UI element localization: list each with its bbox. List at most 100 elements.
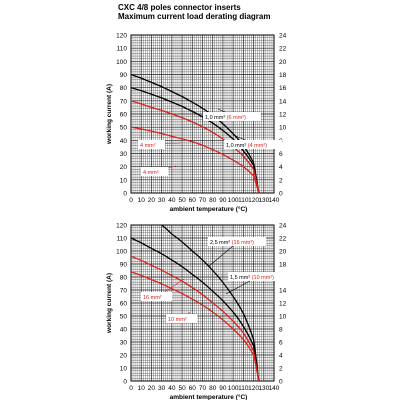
- series-label-text: 4 mm²: [140, 143, 156, 149]
- y-tick-label-left: 60: [120, 301, 128, 308]
- x-tick-label: 20: [148, 197, 156, 204]
- y-tick-label-right: 18: [279, 72, 287, 79]
- series-label-text: 10 mm²: [168, 317, 187, 323]
- y-tick-label-left: 0: [123, 191, 127, 198]
- x-tick-label: 10: [138, 197, 146, 204]
- y-tick-label-right: 18: [279, 262, 287, 269]
- plot-frame: [130, 34, 275, 194]
- y-tick-label-right: 14: [279, 98, 287, 105]
- y-axis-title: working current (A): [106, 273, 113, 334]
- series-label-0: 1,0 mm² (6 mm²): [203, 108, 261, 121]
- y-tick-label-right: 22: [279, 236, 287, 243]
- x-tick-label: 60: [189, 197, 197, 204]
- x-tick-label: 30: [158, 385, 166, 392]
- x-tick-label: 120: [248, 385, 259, 392]
- x-tick-label: 70: [199, 385, 207, 392]
- series-label-text: 1,0 mm² (4 mm²): [226, 143, 267, 149]
- series-label-text: 2,5 mm² (16 mm²): [210, 240, 254, 246]
- y-tick-label-left: 20: [120, 353, 128, 360]
- series-label-paren: (6 mm²): [225, 115, 246, 121]
- y-tick-label-right: 20: [279, 59, 287, 66]
- page-title: CXC 4/8 poles connector inserts: [118, 3, 241, 12]
- series-label-main: 2,5 mm²: [210, 240, 230, 246]
- y-tick-label-left: 50: [120, 125, 128, 132]
- y-tick-label-right: 22: [279, 46, 287, 53]
- x-tick-label: 130: [258, 385, 269, 392]
- x-tick-label: 140: [269, 197, 280, 204]
- series-curve-0: [161, 224, 260, 382]
- y-tick-label-left: 70: [120, 288, 128, 295]
- x-tick-label: 40: [168, 197, 176, 204]
- y-tick-label-right: 2: [279, 177, 283, 184]
- y-tick-label-right: 0: [279, 191, 283, 198]
- x-tick-label: 50: [178, 385, 186, 392]
- series-label-paren: (10 mm²): [250, 275, 274, 281]
- y-tick-label-left: 20: [120, 164, 128, 171]
- series-curve-3: [130, 126, 260, 194]
- series-label-main: 16 mm²: [143, 295, 162, 301]
- x-tick-label: 50: [178, 197, 186, 204]
- x-tick-label: 100: [228, 385, 239, 392]
- y-tick-label-right: 6: [279, 340, 283, 347]
- label-background: [138, 140, 165, 149]
- y-tick-label-right: 4: [279, 164, 283, 171]
- series-curve-3: [130, 271, 260, 382]
- series-label-1: 1,0 mm² (4 mm²): [224, 134, 282, 149]
- x-tick-label: 90: [219, 385, 227, 392]
- y-tick-label-left: 40: [120, 327, 128, 334]
- y-tick-label-left: 120: [116, 33, 127, 40]
- series-label-2: 16 mm²: [141, 278, 185, 301]
- x-tick-label: 70: [199, 197, 207, 204]
- label-background: [141, 292, 173, 301]
- y-tick-label-right: 14: [279, 288, 287, 295]
- y-tick-label-left: 100: [116, 249, 127, 256]
- y-tick-label-left: 90: [120, 72, 128, 79]
- series-label-paren: (16 mm²): [230, 240, 254, 246]
- series-label-text: 16 mm²: [143, 295, 162, 301]
- series-label-paren: (4 mm²): [246, 143, 267, 149]
- y-tick-label-left: 40: [120, 138, 128, 145]
- x-tick-label: 30: [158, 197, 166, 204]
- x-tick-label: 80: [209, 385, 217, 392]
- y-tick-label-left: 110: [117, 46, 128, 53]
- label-background: [224, 140, 282, 149]
- series-label-text: 1,0 mm² (6 mm²): [205, 115, 246, 121]
- x-tick-label: 140: [269, 385, 280, 392]
- x-tick-label: 80: [209, 197, 217, 204]
- y-tick-label-left: 60: [120, 112, 128, 119]
- series-label-1: 1,5 mm² (10 mm²): [225, 272, 286, 295]
- series-label-main: 4 mm²: [140, 143, 156, 149]
- x-axis-title: ambient temperature (°C): [170, 393, 248, 400]
- y-tick-label-left: 30: [120, 340, 128, 347]
- y-tick-label-left: 100: [116, 59, 127, 66]
- x-tick-label: 0: [129, 197, 133, 204]
- y-axis-title: working current (A): [106, 84, 113, 145]
- x-tick-label: 110: [238, 385, 249, 392]
- series-label-3: 10 mm²: [166, 311, 198, 323]
- page-header: CXC 4/8 poles connector inserts Maximum …: [118, 3, 270, 21]
- series-curve-2: [130, 100, 260, 194]
- series-label-0: 2,5 mm² (16 mm²): [208, 237, 266, 267]
- y-tick-label-left: 70: [120, 98, 128, 105]
- series-curve-2: [130, 255, 260, 382]
- y-tick-label-left: 50: [120, 314, 128, 321]
- x-tick-label: 10: [138, 385, 146, 392]
- x-tick-label: 100: [228, 197, 239, 204]
- y-tick-label-left: 90: [120, 262, 128, 269]
- y-tick-label-left: 0: [123, 379, 127, 386]
- x-tick-label: 0: [129, 385, 133, 392]
- y-tick-label-right: 10: [279, 314, 287, 321]
- series-curve-1: [130, 87, 260, 194]
- series-label-3: 4 mm²: [141, 165, 177, 176]
- label-background: [208, 237, 266, 246]
- x-tick-label: 90: [219, 197, 227, 204]
- x-tick-label: 60: [189, 385, 197, 392]
- x-tick-label: 40: [168, 385, 176, 392]
- y-tick-label-right: 2: [279, 366, 283, 373]
- y-tick-label-right: 0: [279, 379, 283, 386]
- series-label-main: 1,5 mm²: [230, 275, 250, 281]
- derating-chart-4-8-poles-a: 0102030405060708090100110120024681012141…: [106, 33, 287, 214]
- x-tick-label: 110: [238, 197, 249, 204]
- y-tick-label-left: 120: [116, 223, 127, 230]
- y-tick-label-right: 20: [279, 249, 287, 256]
